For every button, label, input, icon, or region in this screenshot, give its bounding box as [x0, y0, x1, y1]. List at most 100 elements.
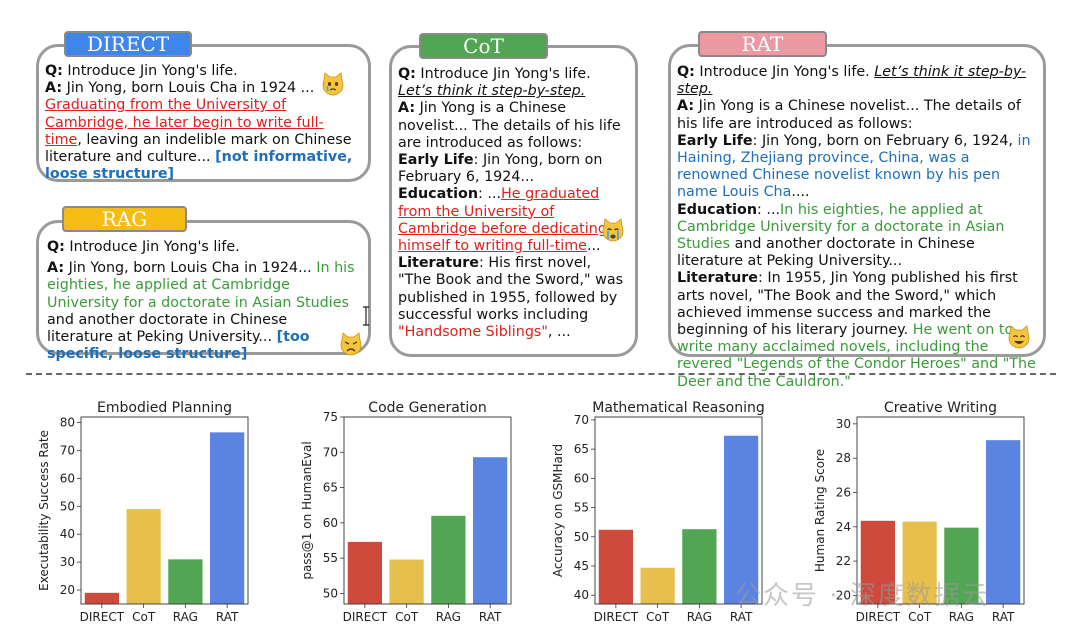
rag-tag: RAG [62, 206, 187, 232]
y-tick-label: 70 [323, 445, 338, 459]
cat-crying-icon [602, 218, 624, 242]
direct-verdict: [not informative, loose structure] [45, 149, 353, 183]
cot-text: Q: Introduce Jin Yong's life. Let’s thin… [398, 66, 624, 341]
bar-rat [210, 432, 245, 604]
chart-code-generation: Code Generation pass@1 on HumanEval 50 55 60… [300, 400, 512, 624]
y-tick-label: 50 [323, 586, 338, 600]
y-tick-label: 30 [60, 555, 75, 569]
x-tick-label: RAG [436, 610, 461, 624]
x-tick-label: RAT [216, 610, 239, 624]
y-tick-label: 45 [574, 559, 589, 573]
x-tick-label: CoT [395, 610, 419, 624]
cot-lit-hallucination: "Handsome Siblings" [398, 324, 548, 341]
chart-mathematical-reasoning: Mathematical Reasoning Accuracy on GSMHar… [551, 400, 765, 624]
rag-retrieved-text: In his eighties, he applied at Cambridge… [47, 260, 355, 311]
y-tick-label: 50 [60, 499, 75, 513]
y-tick-label: 50 [574, 530, 589, 544]
chart-embodied-planning: Embodied Planning Executability Success R… [37, 400, 249, 624]
chart-creative-writing: Creative Writing Human Rating Score 20 22 24… [813, 400, 1025, 624]
x-tick-label: CoT [646, 610, 670, 624]
section-divider [26, 373, 1056, 375]
y-tick-label: 80 [60, 416, 75, 430]
rat-example-box [668, 44, 1046, 357]
chart-title: Creative Writing [884, 400, 997, 416]
y-tick-label: 55 [323, 551, 338, 565]
y-tick-label: 75 [323, 410, 338, 424]
y-tick-label: 28 [836, 451, 851, 465]
bar-cot [640, 567, 675, 604]
y-axis-label: Human Rating Score [813, 449, 827, 572]
y-tick-label: 70 [60, 443, 75, 457]
chart-title: Code Generation [368, 400, 486, 416]
y-axis-label: pass@1 on HumanEval [300, 441, 314, 579]
rat-tag: RAT [698, 31, 827, 57]
y-tick-label: 65 [323, 481, 338, 495]
x-tick-label: RAG [173, 610, 198, 624]
bar-rag [944, 527, 979, 604]
bar-rag [431, 515, 466, 604]
x-tick-label: DIRECT [343, 610, 388, 624]
y-tick-label: 70 [574, 413, 589, 427]
rag-text: Q: Introduce Jin Yong's life. A: Jin Yon… [47, 239, 355, 363]
bar-rat [724, 435, 759, 604]
direct-tag: DIRECT [64, 31, 192, 57]
bar-rat [986, 440, 1021, 604]
plot-frame [594, 416, 763, 605]
y-tick-label: 60 [60, 471, 75, 485]
x-tick-label: DIRECT [856, 610, 901, 624]
bar-rat [473, 457, 508, 604]
y-tick-label: 20 [60, 583, 75, 597]
rag-verdict: [too specific, loose structure] [47, 329, 310, 363]
rat-early-life-retrieved: in Haining, Zhejiang province, China, wa… [677, 132, 1031, 201]
bar-cot [126, 509, 161, 604]
rat-edu-retrieved: In his eighties, he applied at Cambridge… [677, 201, 1005, 253]
bar-direct [84, 592, 119, 604]
x-tick-label: RAG [949, 610, 974, 624]
text-cursor-icon [363, 306, 369, 326]
y-axis-label: Accuracy on GSMHard [551, 444, 565, 577]
plot-frame [856, 416, 1025, 605]
plot-frame [80, 416, 249, 605]
rat-lit-retrieved: He went on to write many acclaimed novel… [677, 322, 1036, 390]
y-tick-label: 60 [323, 516, 338, 530]
cat-sad-icon [322, 72, 344, 96]
y-axis-label: Executability Success Rate [37, 430, 51, 591]
direct-hallucination: Graduating from the University of Cambri… [45, 97, 324, 148]
chart-title: Embodied Planning [97, 400, 232, 416]
bar-rag [168, 559, 203, 604]
y-tick-label: 22 [836, 554, 851, 568]
rat-prompt-cue: Let’s think it step-by-step. [677, 64, 1027, 98]
direct-text: Q: Introduce Jin Yong's life. A: Jin Yon… [45, 63, 353, 183]
y-tick-label: 40 [574, 588, 589, 602]
chart-title: Mathematical Reasoning [592, 400, 765, 416]
cot-edu-hallucination: He graduated from the University of Camb… [398, 186, 607, 255]
y-tick-label: 65 [574, 442, 589, 456]
watermark: 公众号 · 深度数据云 [735, 581, 990, 611]
bar-cot [389, 559, 424, 604]
cot-prompt-cue: Let’s think it step-by-step. [398, 83, 586, 100]
cat-smiling-icon [1008, 325, 1030, 349]
y-tick-label: 20 [836, 588, 851, 602]
y-tick-label: 40 [60, 527, 75, 541]
x-tick-label: DIRECT [594, 610, 639, 624]
bar-direct [347, 541, 382, 604]
y-tick-label: 24 [836, 520, 851, 534]
bar-cot [902, 521, 937, 604]
rat-text: Q: Introduce Jin Yong's life. Let’s thin… [677, 64, 1036, 390]
x-tick-label: CoT [908, 610, 932, 624]
cat-pouting-icon [340, 332, 362, 356]
x-tick-label: RAT [992, 610, 1015, 624]
y-tick-label: 60 [574, 471, 589, 485]
x-tick-label: RAT [479, 610, 502, 624]
x-tick-label: CoT [132, 610, 156, 624]
x-tick-label: DIRECT [80, 610, 125, 624]
y-tick-label: 26 [836, 485, 851, 499]
x-tick-label: RAG [687, 610, 712, 624]
bar-direct [598, 529, 633, 604]
plot-frame [343, 416, 512, 605]
direct-example-box [36, 44, 371, 182]
y-tick-label: 55 [574, 501, 589, 515]
rag-example-box [36, 220, 371, 355]
cot-example-box [389, 45, 638, 357]
y-tick-label: 30 [836, 417, 851, 431]
